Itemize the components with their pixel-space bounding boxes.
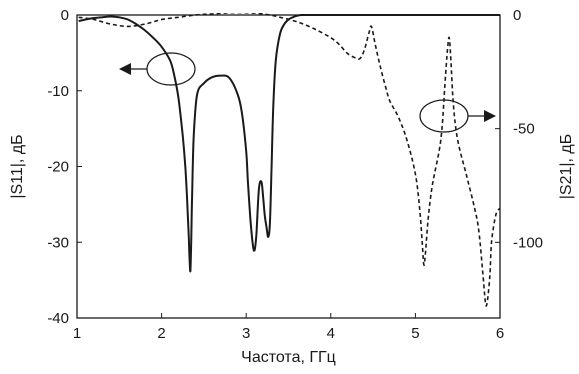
y-left-tick-label: -30 [47,234,69,251]
s11-series-line [78,13,500,273]
y-left-tick-label: -20 [47,159,69,176]
axis-markers [119,52,496,133]
y-left-axis-title: |S11|, дБ [9,134,26,198]
x-tick-label: 2 [157,325,165,342]
plot-frame [76,14,501,319]
s21-axis-arrow-icon [484,110,496,122]
x-tick-label: 1 [73,325,81,342]
y-right-tick-label: -50 [513,121,535,138]
x-axis-title: Частота, ГГц [241,349,336,366]
y-right-tick-label: 0 [513,7,521,24]
s11-series-marker-ellipse [146,52,196,86]
plot-group: 1 2 3 4 5 6 0 -10 -20 -30 -40 0 -50 -100 Частота, ГГц |… [9,7,575,366]
x-tick-label: 3 [242,325,250,342]
x-tick-label: 4 [327,325,335,342]
y-right-tick-label: -100 [513,234,543,251]
y-right-axis-title: |S21|, дБ [558,134,575,200]
y-left-tick-label: 0 [61,7,69,24]
x-tick-label: 5 [411,325,419,342]
s21-series-line [78,13,500,307]
y-left-tick-label: -10 [47,83,69,100]
s11-axis-arrow-icon [119,63,131,75]
x-tick-label: 6 [496,325,504,342]
y-left-tick-label: -40 [47,310,69,327]
